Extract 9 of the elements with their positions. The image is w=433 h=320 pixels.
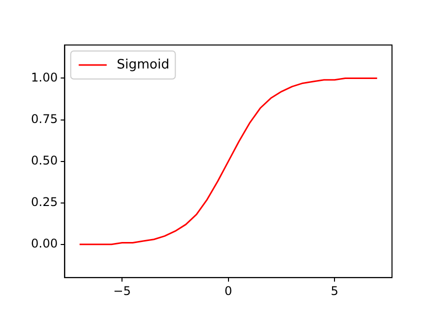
x-tick-label: 5	[330, 284, 338, 298]
y-tick-label: 0.00	[31, 236, 58, 250]
y-tick-label: 0.75	[31, 112, 58, 126]
y-tick-label: 0.50	[31, 153, 58, 168]
y-tick-label: 1.00	[31, 70, 58, 84]
y-tick-label: 0.25	[31, 194, 58, 209]
x-tick-label: 0	[224, 284, 232, 298]
x-tick-label: −5	[113, 284, 131, 298]
legend-label: Sigmoid	[116, 57, 170, 72]
